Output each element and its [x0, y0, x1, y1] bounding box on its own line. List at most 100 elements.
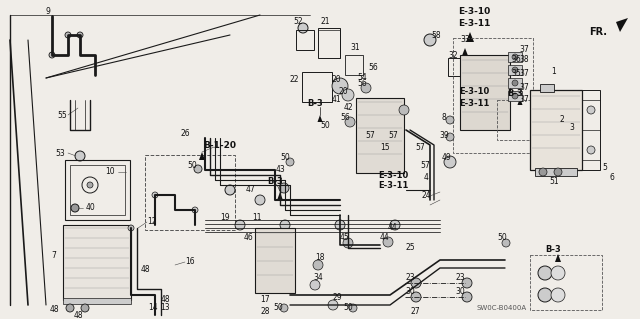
- Circle shape: [512, 67, 518, 73]
- Circle shape: [462, 292, 472, 302]
- Circle shape: [342, 89, 354, 101]
- Polygon shape: [199, 152, 205, 160]
- Circle shape: [65, 32, 71, 38]
- Text: 13: 13: [160, 303, 170, 313]
- Text: 33: 33: [460, 35, 470, 44]
- Text: 12: 12: [147, 218, 157, 226]
- Text: 7: 7: [52, 250, 56, 259]
- Circle shape: [462, 278, 472, 288]
- Bar: [530, 90, 582, 170]
- Bar: [296, 30, 314, 50]
- Circle shape: [512, 93, 518, 99]
- Bar: [318, 28, 340, 58]
- Polygon shape: [461, 48, 468, 57]
- Text: 48: 48: [73, 310, 83, 319]
- Bar: [530, 255, 602, 310]
- Circle shape: [77, 32, 83, 38]
- Text: 45: 45: [340, 234, 350, 242]
- Circle shape: [424, 34, 436, 46]
- Circle shape: [587, 106, 595, 114]
- Text: 18: 18: [316, 254, 324, 263]
- Bar: [540, 84, 554, 92]
- Circle shape: [383, 237, 393, 247]
- Text: 5: 5: [603, 164, 607, 173]
- Circle shape: [343, 238, 353, 248]
- Bar: [63, 225, 131, 300]
- Text: 36: 36: [511, 56, 521, 64]
- Text: E-3-10: E-3-10: [458, 8, 490, 17]
- Bar: [508, 65, 522, 75]
- Text: 44: 44: [380, 234, 390, 242]
- Text: 26: 26: [180, 130, 190, 138]
- Text: 21: 21: [320, 18, 330, 26]
- Circle shape: [345, 117, 355, 127]
- Text: 50: 50: [273, 303, 283, 313]
- Circle shape: [587, 146, 595, 154]
- Circle shape: [538, 266, 552, 280]
- Text: 22: 22: [289, 76, 299, 85]
- Text: 57: 57: [420, 160, 430, 169]
- Bar: [448, 58, 466, 76]
- Circle shape: [298, 23, 308, 33]
- Text: 8: 8: [442, 114, 446, 122]
- Text: 3: 3: [570, 123, 575, 132]
- Text: 48: 48: [160, 295, 170, 305]
- Text: 58: 58: [431, 31, 441, 40]
- Circle shape: [538, 288, 552, 302]
- Text: 48: 48: [49, 306, 59, 315]
- Circle shape: [310, 280, 320, 290]
- Text: 48: 48: [140, 265, 150, 275]
- Circle shape: [551, 266, 565, 280]
- Bar: [497, 100, 535, 140]
- Circle shape: [551, 288, 565, 302]
- Circle shape: [399, 105, 409, 115]
- Text: 30: 30: [405, 287, 415, 296]
- Text: 56: 56: [340, 114, 350, 122]
- Text: 42: 42: [343, 102, 353, 112]
- Text: 37: 37: [519, 46, 529, 55]
- Text: 19: 19: [220, 213, 230, 222]
- Text: 17: 17: [260, 295, 270, 305]
- Text: 30: 30: [455, 287, 465, 296]
- Circle shape: [332, 78, 348, 94]
- Circle shape: [235, 220, 245, 230]
- Bar: [460, 55, 510, 130]
- Circle shape: [279, 183, 289, 193]
- Text: 46: 46: [243, 234, 253, 242]
- Text: 56: 56: [368, 63, 378, 72]
- Circle shape: [152, 192, 158, 198]
- Bar: [302, 72, 332, 102]
- Text: 43: 43: [275, 166, 285, 174]
- Text: 4: 4: [424, 174, 428, 182]
- Text: 44: 44: [387, 224, 397, 233]
- Circle shape: [49, 52, 55, 58]
- Text: 56: 56: [357, 78, 367, 87]
- Circle shape: [512, 54, 518, 60]
- Text: 41: 41: [331, 95, 341, 105]
- Bar: [535, 168, 577, 176]
- Text: 34: 34: [313, 273, 323, 283]
- Text: 10: 10: [105, 167, 115, 176]
- Text: 50: 50: [280, 153, 290, 162]
- Bar: [345, 55, 363, 75]
- Circle shape: [502, 239, 510, 247]
- Circle shape: [328, 300, 338, 310]
- Text: 24: 24: [421, 191, 431, 201]
- Text: E-3-11: E-3-11: [459, 99, 489, 108]
- Text: 28: 28: [260, 308, 269, 316]
- Circle shape: [225, 185, 235, 195]
- Circle shape: [349, 304, 357, 312]
- Bar: [255, 228, 295, 293]
- Circle shape: [280, 304, 288, 312]
- Text: 50: 50: [187, 160, 197, 169]
- Text: 23: 23: [405, 273, 415, 283]
- Text: 23: 23: [455, 273, 465, 283]
- Text: 25: 25: [405, 243, 415, 253]
- Text: 37: 37: [519, 83, 529, 92]
- Text: 50: 50: [343, 303, 353, 313]
- Polygon shape: [278, 192, 282, 199]
- Text: 39: 39: [439, 130, 449, 139]
- Text: B-3: B-3: [307, 99, 323, 108]
- Circle shape: [192, 207, 198, 213]
- Polygon shape: [518, 98, 522, 105]
